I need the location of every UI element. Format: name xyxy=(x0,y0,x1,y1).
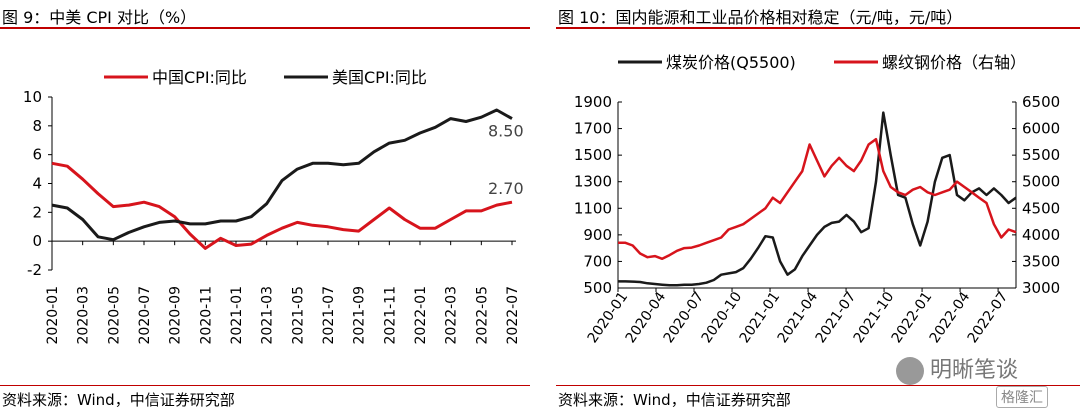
title-rule xyxy=(556,27,1080,29)
legend-label-us: 美国CPI:同比 xyxy=(332,68,427,87)
coal-price-line xyxy=(618,111,1017,287)
x-tick-label: 2020-03 xyxy=(76,286,92,345)
chart-title-cpi: 图 9：中美 CPI 对比（%） xyxy=(2,8,197,27)
chart-panel-cpi: 图 9：中美 CPI 对比（%） -2 0 2 4 6 8 10 2020-01 2020-03… xyxy=(0,0,530,413)
footer-rule xyxy=(556,385,1080,386)
y-tick-label: 2 xyxy=(32,203,42,221)
rebar-price-line xyxy=(618,137,1017,261)
x-tick-label: 2022-03 xyxy=(444,286,460,345)
right-y-tick-label: 4500 xyxy=(1022,199,1060,217)
wechat-icon xyxy=(896,357,924,385)
x-tick-label: 2020-11 xyxy=(198,286,214,345)
x-tick-label: 2022-07 xyxy=(505,286,521,345)
legend-label-rebar: 螺纹钢价格（右轴） xyxy=(882,53,1026,72)
x-tick-label: 2021-01 xyxy=(229,286,245,345)
x-tick-label: 2022-01 xyxy=(413,286,429,345)
right-y-tick-label: 4000 xyxy=(1022,226,1060,244)
left-y-tick-label: 1900 xyxy=(574,93,612,111)
left-y-tick-label: 1100 xyxy=(574,199,612,217)
footer-rule xyxy=(0,385,530,386)
left-y-tick-label: 500 xyxy=(583,279,612,297)
x-tick-label: 2021-03 xyxy=(260,286,276,345)
left-y-tick-label: 900 xyxy=(583,226,612,244)
china-cpi-line xyxy=(51,161,513,250)
x-tick-label: 2020-09 xyxy=(168,286,184,345)
title-rule xyxy=(0,27,530,29)
chart-panel-prices: 图 10：国内能源和工业品价格相对稳定（元/吨，元/吨） 500 700 900 11… xyxy=(556,0,1080,413)
y-tick-label: 0 xyxy=(32,232,42,250)
right-y-tick-label: 6500 xyxy=(1022,93,1060,111)
y-tick-label: 10 xyxy=(23,88,42,106)
watermark: 明晰笔谈 xyxy=(896,352,1018,385)
left-y-tick-label: 1300 xyxy=(574,173,612,191)
right-y-tick-label: 5000 xyxy=(1022,173,1060,191)
y-tick-label: -2 xyxy=(27,261,42,279)
right-y-tick-label: 3500 xyxy=(1022,252,1060,270)
right-y-tick-label: 6000 xyxy=(1022,120,1060,138)
end-value-label: 8.50 xyxy=(488,122,524,141)
right-y-tick-label: 5500 xyxy=(1022,146,1060,164)
right-y-tick-label: 3000 xyxy=(1022,279,1060,297)
prices-line-chart: 500 700 900 1100 1300 1500 1700 1900 3000 3500 400… xyxy=(574,53,1060,346)
x-tick-label: 2020-05 xyxy=(106,286,122,345)
x-tick-label: 2021-05 xyxy=(290,286,306,345)
x-tick-label: 2021-09 xyxy=(352,286,368,345)
us-cpi-line xyxy=(51,108,513,242)
x-tick-label: 2022-05 xyxy=(474,286,490,345)
chart-title-prices: 图 10：国内能源和工业品价格相对稳定（元/吨，元/吨） xyxy=(558,8,963,27)
x-tick-label: 2021-07 xyxy=(321,286,337,345)
source-note-prices: 资料来源：Wind，中信证券研究部 xyxy=(558,391,791,409)
cpi-line-chart: -2 0 2 4 6 8 10 2020-01 2020-03 2020-05 2020-07 202… xyxy=(23,68,524,345)
x-tick-label: 2021-11 xyxy=(382,286,398,345)
end-value-label: 2.70 xyxy=(488,179,524,198)
left-y-tick-label: 700 xyxy=(583,252,612,270)
y-tick-label: 8 xyxy=(32,117,42,135)
x-tick-label: 2020-01 xyxy=(45,286,61,345)
y-tick-label: 4 xyxy=(32,175,42,193)
x-tick-label: 2020-07 xyxy=(137,286,153,345)
left-y-tick-label: 1700 xyxy=(574,120,612,138)
source-note-cpi: 资料来源：Wind，中信证券研究部 xyxy=(2,391,235,409)
legend-label-china: 中国CPI:同比 xyxy=(152,68,247,87)
badge-logo: 格隆汇 xyxy=(996,386,1048,408)
watermark-text: 明晰笔谈 xyxy=(930,358,1019,383)
y-tick-label: 6 xyxy=(32,146,42,164)
legend-label-coal: 煤炭价格(Q5500) xyxy=(666,53,796,72)
left-y-tick-label: 1500 xyxy=(574,146,612,164)
